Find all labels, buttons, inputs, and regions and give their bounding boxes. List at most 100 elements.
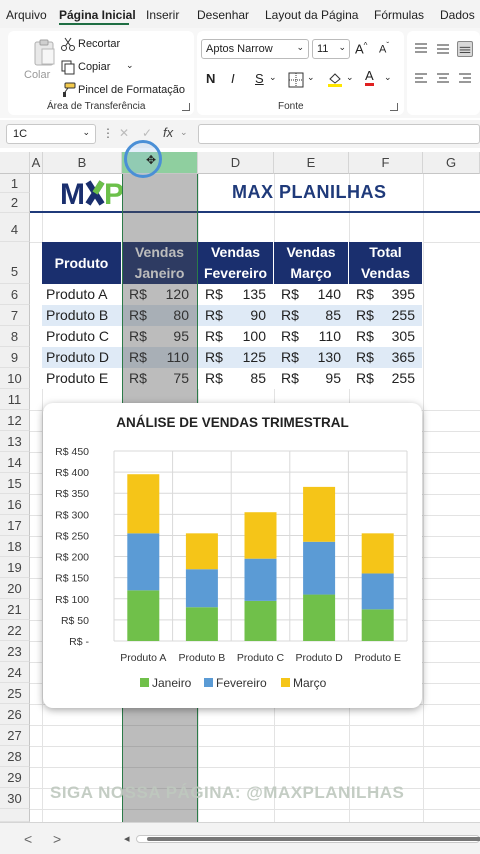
table-cell-currency[interactable]: R$ (281, 328, 299, 344)
align-bottom-icon[interactable] (457, 41, 473, 57)
table-cell-currency[interactable]: R$ (205, 370, 223, 386)
table-cell-currency[interactable]: R$ (356, 370, 374, 386)
tab-formulas[interactable]: Fórmulas (374, 8, 425, 22)
bold-button[interactable]: N (206, 71, 216, 86)
align-top-icon[interactable] (413, 41, 429, 57)
table-cell-fev[interactable]: 125 (242, 349, 266, 365)
row-header[interactable]: 11 (0, 389, 30, 410)
enter-icon[interactable]: ✓ (142, 126, 153, 140)
col-header-f[interactable]: F (349, 152, 423, 174)
col-header-g[interactable]: G (423, 152, 480, 174)
align-center-icon[interactable] (435, 71, 451, 87)
row-header[interactable]: 16 (0, 494, 30, 515)
row-header[interactable]: 9 (0, 347, 30, 368)
cancel-icon[interactable]: ✕ (119, 126, 130, 140)
font-name-select[interactable]: Aptos Narrow ⌄ (201, 39, 309, 59)
scroll-left-icon[interactable]: ◂ (124, 833, 130, 845)
row-header[interactable]: 29 (0, 767, 30, 788)
row-header[interactable]: 1 (0, 174, 30, 193)
prev-sheet-icon[interactable]: < (24, 831, 33, 847)
row-header[interactable]: 12 (0, 410, 30, 431)
copy-button[interactable]: Copiar (78, 61, 111, 73)
table-cell-total[interactable]: 255 (391, 307, 415, 323)
row-header[interactable]: 27 (0, 725, 30, 746)
row-header[interactable]: 22 (0, 620, 30, 641)
row-header[interactable]: 6 (0, 284, 30, 305)
row-header[interactable]: 20 (0, 578, 30, 599)
row-header[interactable]: 8 (0, 326, 30, 347)
row-header[interactable]: 19 (0, 557, 30, 578)
fill-color-icon[interactable] (327, 71, 343, 87)
copy-icon[interactable] (60, 59, 76, 75)
table-cell-currency[interactable]: R$ (281, 286, 299, 302)
row-header[interactable]: 25 (0, 683, 30, 704)
tab-layout-da-pagina[interactable]: Layout da Página (265, 8, 359, 22)
table-cell-total[interactable]: 365 (391, 349, 415, 365)
font-dialog-launcher-icon[interactable] (390, 103, 398, 111)
fx-chevron-icon[interactable]: ⌄ (180, 127, 188, 137)
table-cell-currency[interactable]: R$ (129, 307, 147, 323)
table-cell-jan[interactable]: 120 (165, 286, 189, 302)
row-header[interactable]: 18 (0, 536, 30, 557)
table-cell-currency[interactable]: R$ (129, 349, 147, 365)
font-size-select[interactable]: 11 ⌄ (312, 39, 350, 59)
table-cell-fev[interactable]: 100 (242, 328, 266, 344)
row-header[interactable]: 21 (0, 599, 30, 620)
row-header[interactable]: 23 (0, 641, 30, 662)
increase-font-icon[interactable]: A^ (355, 41, 368, 57)
align-middle-icon[interactable] (435, 41, 451, 57)
row-header[interactable]: 13 (0, 431, 30, 452)
table-cell-currency[interactable]: R$ (205, 307, 223, 323)
font-color-button[interactable]: A (365, 69, 374, 86)
table-cell-currency[interactable]: R$ (356, 307, 374, 323)
row-header[interactable]: 15 (0, 473, 30, 494)
row-header[interactable]: 24 (0, 662, 30, 683)
row-header[interactable]: 4 (0, 213, 30, 242)
table-cell-mar[interactable]: 85 (325, 307, 341, 323)
paste-icon[interactable] (32, 39, 56, 67)
italic-button[interactable]: I (231, 71, 235, 86)
borders-icon[interactable] (288, 72, 304, 88)
tab-dados[interactable]: Dados (440, 8, 475, 22)
underline-chevron-icon[interactable]: ⌄ (269, 72, 277, 82)
row-header[interactable]: 28 (0, 746, 30, 767)
table-cell-currency[interactable]: R$ (205, 328, 223, 344)
tab-inserir[interactable]: Inserir (146, 8, 180, 22)
row-header[interactable]: 2 (0, 193, 30, 213)
table-cell-fev[interactable]: 135 (242, 286, 266, 302)
table-cell-currency[interactable]: R$ (205, 286, 223, 302)
table-cell-produto[interactable]: Produto A (46, 286, 108, 302)
row-header[interactable]: 10 (0, 368, 30, 389)
table-cell-currency[interactable]: R$ (205, 349, 223, 365)
row-header[interactable]: 5 (0, 242, 30, 284)
table-cell-mar[interactable]: 95 (325, 370, 341, 386)
table-cell-jan[interactable]: 75 (173, 370, 189, 386)
horizontal-scrollbar[interactable] (136, 835, 480, 843)
align-left-icon[interactable] (413, 71, 429, 87)
table-cell-jan[interactable]: 95 (173, 328, 189, 344)
table-cell-jan[interactable]: 80 (173, 307, 189, 323)
row-header[interactable]: 14 (0, 452, 30, 473)
tab-desenhar[interactable]: Desenhar (197, 8, 250, 22)
format-painter-button[interactable]: Pincel de Formatação (78, 84, 185, 96)
table-cell-total[interactable]: 255 (391, 370, 415, 386)
table-cell-produto[interactable]: Produto B (46, 307, 109, 323)
table-cell-jan[interactable]: 110 (166, 349, 189, 365)
select-all-corner[interactable] (0, 152, 30, 174)
table-cell-produto[interactable]: Produto E (46, 370, 109, 386)
fill-color-chevron-icon[interactable]: ⌄ (346, 72, 354, 82)
col-header-b[interactable]: B (43, 152, 122, 174)
table-cell-total[interactable]: 395 (391, 286, 415, 302)
table-cell-currency[interactable]: R$ (356, 328, 374, 344)
row-header[interactable] (0, 809, 30, 822)
formula-input[interactable] (198, 124, 480, 144)
row-header[interactable]: 30 (0, 788, 30, 809)
underline-button[interactable]: S (255, 71, 264, 86)
table-cell-mar[interactable]: 130 (317, 349, 341, 365)
paste-label[interactable]: Colar (24, 69, 51, 81)
table-cell-currency[interactable]: R$ (129, 370, 147, 386)
clipboard-dialog-launcher-icon[interactable] (182, 103, 190, 111)
tab-arquivo[interactable]: Arquivo (6, 8, 47, 22)
font-color-chevron-icon[interactable]: ⌄ (384, 72, 392, 82)
table-cell-total[interactable]: 305 (391, 328, 415, 344)
